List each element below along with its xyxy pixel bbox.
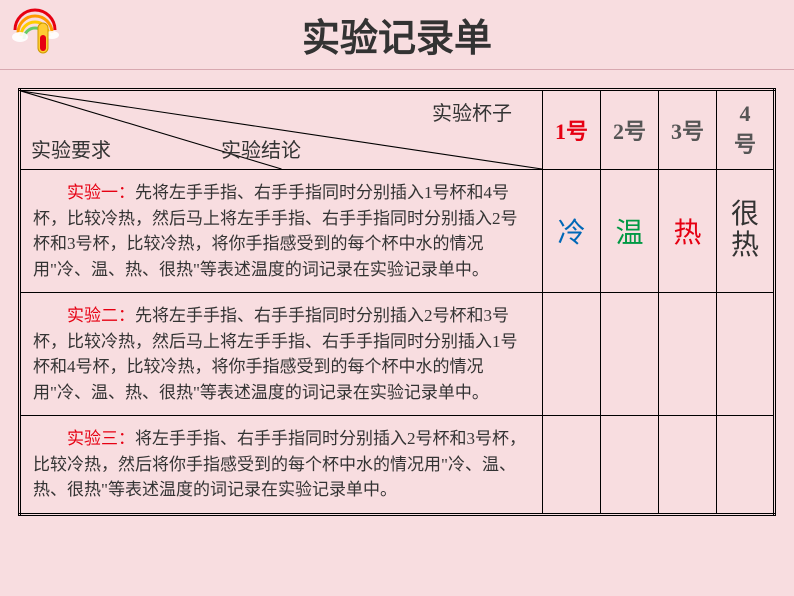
col-header-1: 1号: [543, 90, 601, 170]
result-2-2: [601, 293, 659, 416]
result-1-2: 温: [601, 170, 659, 293]
table-row: 实验二：先将左手手指、右手手指同时分别插入2号杯和3号杯，比较冷热，然后马上将左…: [20, 293, 775, 416]
exp-label: 实验二：: [67, 306, 135, 325]
experiment-table: 实验杯子 实验结论 实验要求 1号 2号 3号 4号 实验一：先将左手手指、右手…: [18, 88, 776, 516]
result-1-4: 很热: [717, 170, 775, 293]
page-title: 实验记录单: [302, 7, 492, 62]
header-top-label: 实验杯子: [432, 97, 512, 126]
result-2-4: [717, 293, 775, 416]
table-row: 实验三：将左手手指、右手手指同时分别插入2号杯和3号杯，比较冷热，然后将你手指感…: [20, 416, 775, 515]
exp-label: 实验一：: [67, 183, 135, 202]
col-header-2: 2号: [601, 90, 659, 170]
result-3-2: [601, 416, 659, 515]
table-header-row: 实验杯子 实验结论 实验要求 1号 2号 3号 4号: [20, 90, 775, 170]
exp-label: 实验三：: [67, 429, 135, 448]
result-1-1: 冷: [543, 170, 601, 293]
result-1-3: 热: [659, 170, 717, 293]
experiment-text-cell: 实验一：先将左手手指、右手手指同时分别插入1号杯和4号杯，比较冷热，然后马上将左…: [20, 170, 543, 293]
result-3-4: [717, 416, 775, 515]
col-header-4: 4号: [717, 90, 775, 170]
result-3-3: [659, 416, 717, 515]
header-left-label: 实验要求: [31, 134, 111, 163]
diagonal-header: 实验杯子 实验结论 实验要求: [20, 90, 543, 170]
experiment-text-cell: 实验二：先将左手手指、右手手指同时分别插入2号杯和3号杯，比较冷热，然后马上将左…: [20, 293, 543, 416]
col-header-3: 3号: [659, 90, 717, 170]
table-row: 实验一：先将左手手指、右手手指同时分别插入1号杯和4号杯，比较冷热，然后马上将左…: [20, 170, 775, 293]
experiment-text-cell: 实验三：将左手手指、右手手指同时分别插入2号杯和3号杯，比较冷热，然后将你手指感…: [20, 416, 543, 515]
result-3-1: [543, 416, 601, 515]
result-2-1: [543, 293, 601, 416]
title-bar: 实验记录单: [0, 0, 794, 70]
table-container: 实验杯子 实验结论 实验要求 1号 2号 3号 4号 实验一：先将左手手指、右手…: [0, 70, 794, 516]
header-mid-label: 实验结论: [221, 134, 301, 163]
result-2-3: [659, 293, 717, 416]
logo-icon: [10, 5, 70, 60]
